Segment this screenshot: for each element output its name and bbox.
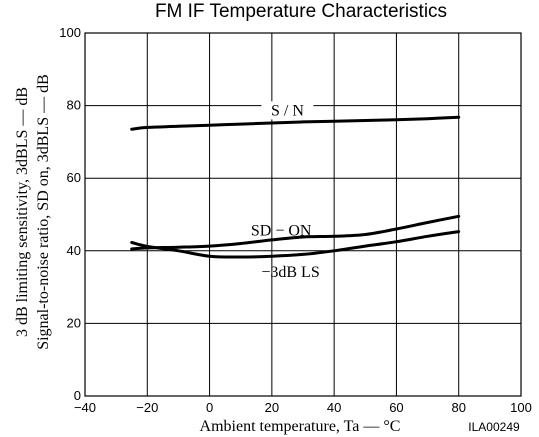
y-tick-label: 40	[67, 243, 81, 258]
grid	[84, 32, 522, 397]
series-sd-on-label: SD − ON	[251, 223, 312, 240]
y-tick-label: 0	[74, 388, 81, 403]
series-s-n-label: S / N	[271, 102, 304, 119]
series-sd-on-line	[130, 214, 461, 251]
series	[130, 115, 461, 259]
tick-labels: −40 −20 0 20 40 60 80 100 0 20 40 60 80 100	[59, 25, 532, 415]
x-tick-label: 40	[327, 400, 341, 415]
series-3db-ls-line	[130, 230, 461, 259]
x-tick-label: 0	[206, 400, 213, 415]
x-tick-label: 20	[265, 400, 279, 415]
chart-title: FM IF Temperature Characteristics	[155, 1, 447, 22]
image-code: ILA00249	[468, 420, 520, 434]
y-tick-label: 80	[67, 98, 81, 113]
y-tick-label: 60	[67, 170, 81, 185]
series-s-n-label-mask	[261, 101, 314, 120]
x-tick-label: 60	[389, 400, 403, 415]
y-axis-label-line-1: Signal-to-noise ratio, SD on, 3dBLS — dB	[35, 74, 52, 350]
x-tick-label: −20	[136, 400, 158, 415]
series-3db-ls-label: −3dB LS	[261, 264, 319, 281]
y-axis-label-line-2: 3 dB limiting sensitivity, 3dBLS — dB	[14, 87, 31, 337]
series-labels: S / N SD − ON −3dB LS	[251, 101, 320, 281]
series-s-n-line	[130, 115, 461, 131]
plot-frame	[84, 32, 522, 397]
y-tick-label: 20	[67, 315, 81, 330]
y-tick-label: 100	[59, 25, 81, 40]
x-tick-label: 80	[451, 400, 465, 415]
x-axis-label: Ambient temperature, Ta — °C	[200, 418, 401, 435]
x-tick-label: 100	[510, 400, 532, 415]
x-tick-label: −40	[74, 400, 96, 415]
